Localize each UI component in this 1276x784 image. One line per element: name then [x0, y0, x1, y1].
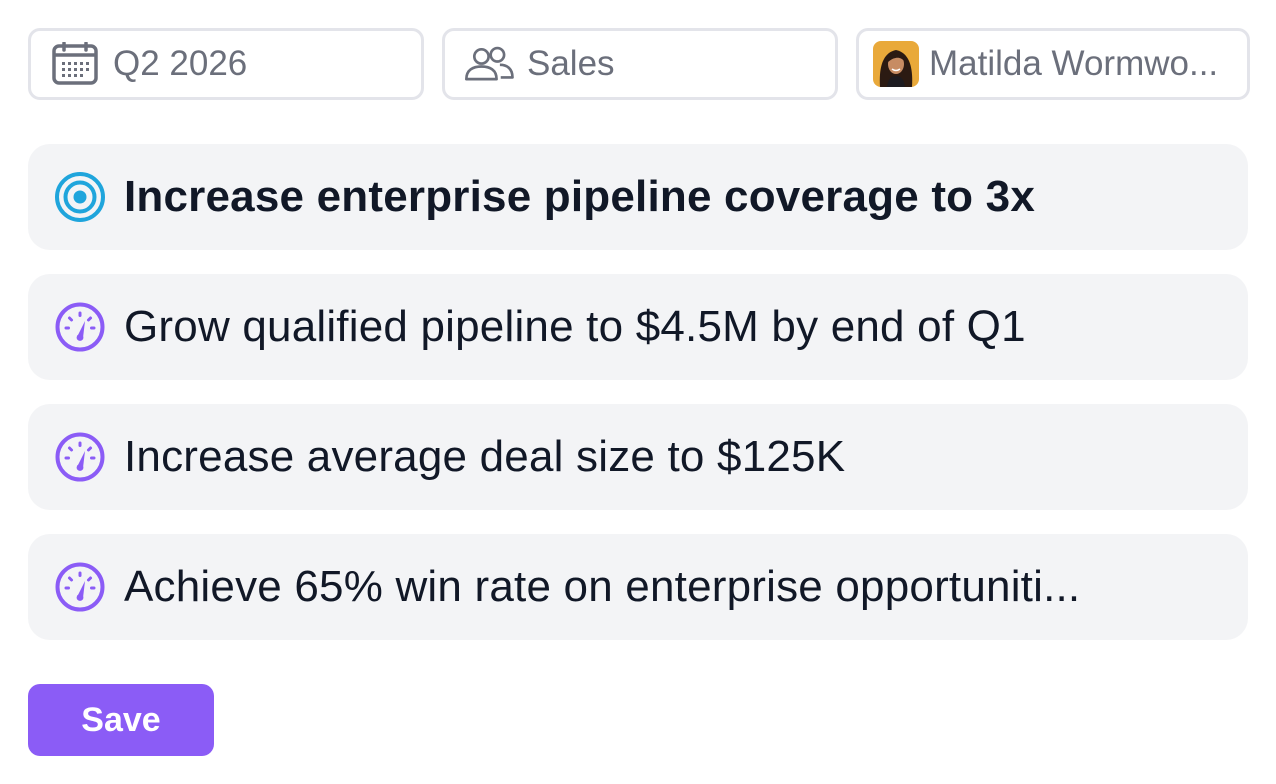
key-result-text: Achieve 65% win rate on enterprise oppor… [124, 562, 1081, 611]
period-selector[interactable]: Q2 2026 [28, 28, 424, 100]
objective-text: Increase enterprise pipeline coverage to… [124, 172, 1036, 221]
gauge-icon [52, 429, 108, 485]
save-button[interactable]: Save [28, 684, 214, 756]
period-label: Q2 2026 [113, 44, 248, 83]
goal-list: Increase enterprise pipeline coverage to… [28, 144, 1248, 664]
owner-avatar [873, 41, 919, 87]
key-result-text: Increase average deal size to $125K [124, 432, 846, 481]
users-icon [463, 40, 515, 88]
team-selector[interactable]: Sales [442, 28, 838, 100]
target-icon [52, 169, 108, 225]
key-result-row[interactable]: Increase average deal size to $125K [28, 404, 1248, 510]
owner-selector[interactable]: Matilda Wormwo... [856, 28, 1250, 100]
gauge-icon [52, 559, 108, 615]
team-label: Sales [527, 44, 615, 83]
owner-label: Matilda Wormwo... [929, 44, 1219, 83]
key-result-row[interactable]: Achieve 65% win rate on enterprise oppor… [28, 534, 1248, 640]
key-result-row[interactable]: Grow qualified pipeline to $4.5M by end … [28, 274, 1248, 380]
objective-row[interactable]: Increase enterprise pipeline coverage to… [28, 144, 1248, 250]
gauge-icon [52, 299, 108, 355]
filter-bar: Q2 2026 Sales [28, 28, 1250, 100]
calendar-icon [49, 40, 101, 88]
key-result-text: Grow qualified pipeline to $4.5M by end … [124, 302, 1026, 351]
